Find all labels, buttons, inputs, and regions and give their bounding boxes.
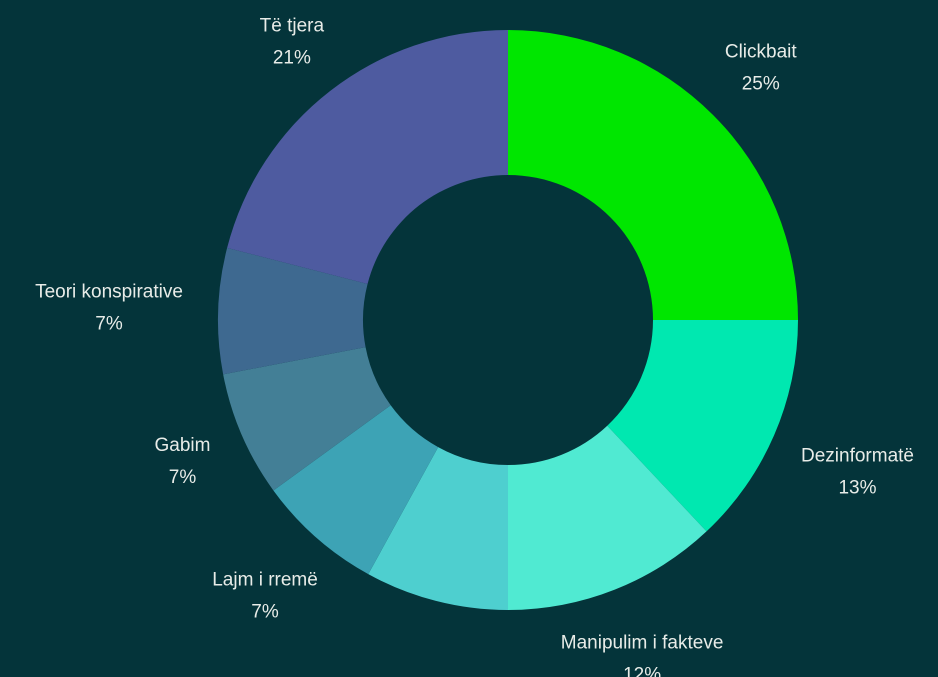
slice-value: 21% — [273, 47, 311, 68]
donut-slice — [273, 405, 439, 575]
slice-label: Dezinformatë — [801, 445, 914, 466]
slice-value: 13% — [838, 477, 876, 498]
donut-slice — [227, 30, 508, 284]
donut-slice — [508, 425, 707, 610]
slice-label: Manipulim i fakteve — [561, 633, 724, 654]
slice-label: Clickbait — [725, 41, 798, 62]
slice-value: 7% — [95, 313, 123, 334]
slice-value: 7% — [251, 602, 279, 623]
donut-slice — [607, 320, 798, 532]
slice-label: Të tjera — [260, 15, 325, 36]
donut-slice — [223, 347, 391, 491]
slice-value: 25% — [742, 73, 780, 94]
slice-label: Lajm i rremë — [212, 570, 318, 591]
slice-value: 12% — [623, 665, 661, 677]
donut-slice — [218, 247, 368, 375]
slice-label: Teori konspirative — [35, 281, 183, 302]
slice-value: 7% — [169, 467, 197, 488]
donut-slice — [368, 447, 508, 610]
donut-slice — [508, 30, 798, 320]
slice-label: Gabim — [155, 435, 211, 456]
